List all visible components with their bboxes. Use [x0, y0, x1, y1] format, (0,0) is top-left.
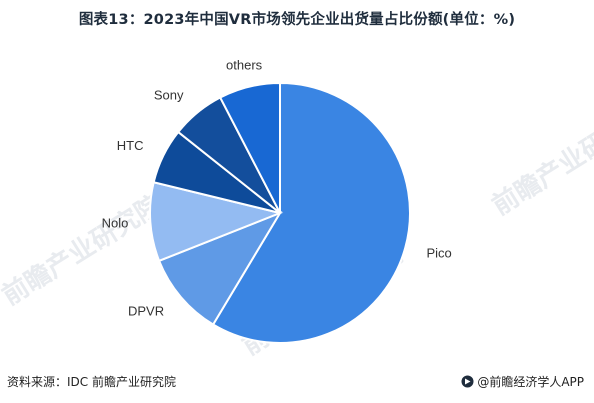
source-note: 资料来源：IDC 前瞻产业研究院 [7, 375, 176, 389]
label-sony: Sony [154, 88, 184, 103]
brand-logo-icon [461, 375, 474, 388]
slice-dpvr [157, 210, 283, 326]
label-nolo: Nolo [102, 216, 129, 231]
label-htc: HTC [117, 138, 144, 153]
brand-credit: @前瞻经济学人APP [461, 373, 584, 390]
brand-credit-text: @前瞻经济学人APP [477, 375, 584, 389]
slice-nolo [149, 181, 284, 263]
slice-pico [211, 81, 411, 344]
label-pico: Pico [427, 246, 452, 261]
label-dpvr: DPVR [128, 303, 164, 318]
pie-slices [149, 81, 411, 344]
chart-title: 图表13：2023年中国VR市场领先企业出货量占比份额(单位：%) [78, 12, 516, 28]
slice-others [218, 81, 281, 214]
label-others: others [226, 57, 263, 72]
pie-labels: Pico DPVR Nolo HTC Sony others [102, 57, 452, 318]
